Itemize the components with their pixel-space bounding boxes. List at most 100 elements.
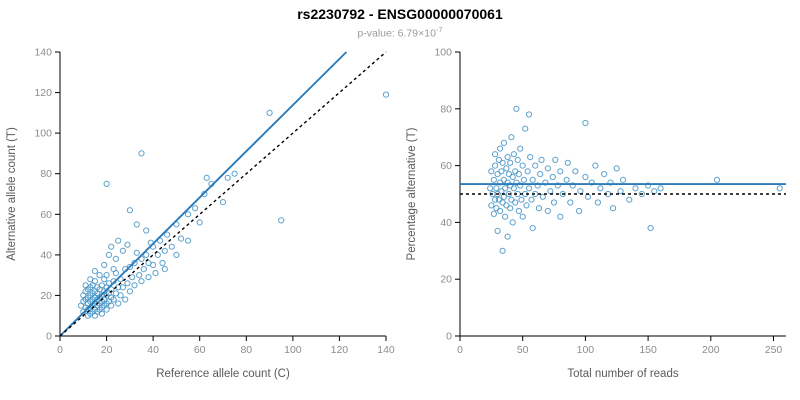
p-value-text: p-value: 6.79×10 [357,27,436,40]
figure-header: rs2230792 - ENSG00000070061 p-value: 6.7… [0,0,800,40]
x-tick-label: 50 [517,344,529,356]
data-point [592,162,599,169]
data-point [638,190,645,197]
data-point [601,170,608,177]
x-tick-label: 100 [284,344,302,356]
data-point [609,204,617,211]
data-point [231,170,238,177]
x-tick-label: 0 [57,344,63,356]
data-point [544,207,551,214]
y-axis-title: Alternative allele count (T) [6,127,18,261]
data-point [559,190,566,197]
data-point [488,167,495,174]
data-point [617,187,624,194]
data-point [607,179,614,186]
data-point [519,213,526,220]
data-point [493,184,500,191]
data-point [103,271,110,278]
y-tick-label: 100 [434,46,452,58]
data-point [512,198,519,206]
data-point [112,255,120,262]
data-point [522,125,529,132]
data-point [564,159,571,166]
data-point [497,145,504,152]
x-tick-label: 250 [765,344,783,356]
data-point [143,251,150,258]
data-point [150,261,157,268]
data-point [534,181,541,189]
data-point [515,207,523,214]
x-tick-label: 80 [240,344,252,356]
x-tick-label: 100 [577,344,595,356]
data-point [550,198,558,206]
data-point [490,210,498,217]
data-point [514,156,521,163]
data-point [488,201,495,208]
data-point [201,190,208,197]
data-point [133,249,140,256]
data-point [91,267,99,274]
data-point [98,310,106,317]
data-point [502,184,509,191]
y-tick-label: 100 [34,127,52,139]
y-axis-title: Percentage alternative (T) [406,127,418,260]
data-point [505,190,513,197]
x-tick-label: 140 [377,344,395,356]
data-point [185,210,192,217]
x-axis-title: Total number of reads [567,368,678,380]
data-point [192,204,199,211]
charts-row: 0 20 40 60 80 100 120 140 0 20 40 60 80 100 120 140 Refe… [0,40,800,390]
data-point [645,181,652,189]
data-point [619,176,627,183]
data-point [110,295,117,303]
data-point [219,198,227,205]
data-point [161,265,168,272]
data-point [490,176,498,183]
data-point [119,247,127,254]
y-tick-label: 120 [34,87,52,99]
data-point [535,204,543,211]
y-tick-label: 140 [34,46,52,58]
data-point [173,251,180,258]
data-point [108,302,115,309]
data-point [539,193,546,200]
data-point [563,176,570,183]
data-point [224,174,231,181]
x-tick-label: 200 [702,344,720,356]
data-point [138,277,145,284]
data-point [577,187,584,194]
data-point [776,184,783,191]
data-point [632,184,639,191]
data-point [597,184,604,191]
figure-title: rs2230792 - ENSG00000070061 [297,6,503,22]
data-point [527,153,534,160]
data-point [525,184,533,191]
x-tick-label: 20 [101,344,113,356]
p-value-exponent: -7 [435,25,443,34]
data-point [159,259,166,266]
y-tick-label: 0 [46,330,52,342]
data-point [567,198,574,206]
data-point [185,237,192,244]
x-axis-title: Reference allele count (C) [156,368,290,380]
data-point [131,259,138,266]
data-point [572,167,579,174]
data-point [122,295,129,303]
data-point [278,216,285,223]
data-point [502,213,509,220]
data-point [507,159,514,166]
data-point [196,218,203,225]
data-point [108,243,115,250]
data-point [510,150,518,157]
data-point [517,145,524,152]
data-point [554,181,561,189]
data-point [532,162,539,169]
data-point [203,174,210,181]
data-point [487,184,494,191]
data-point [582,173,589,180]
data-point [500,193,508,200]
y-tick-label: 40 [40,249,52,261]
data-point [168,243,175,250]
x-tick-label: 120 [331,344,349,356]
data-point [651,187,658,194]
